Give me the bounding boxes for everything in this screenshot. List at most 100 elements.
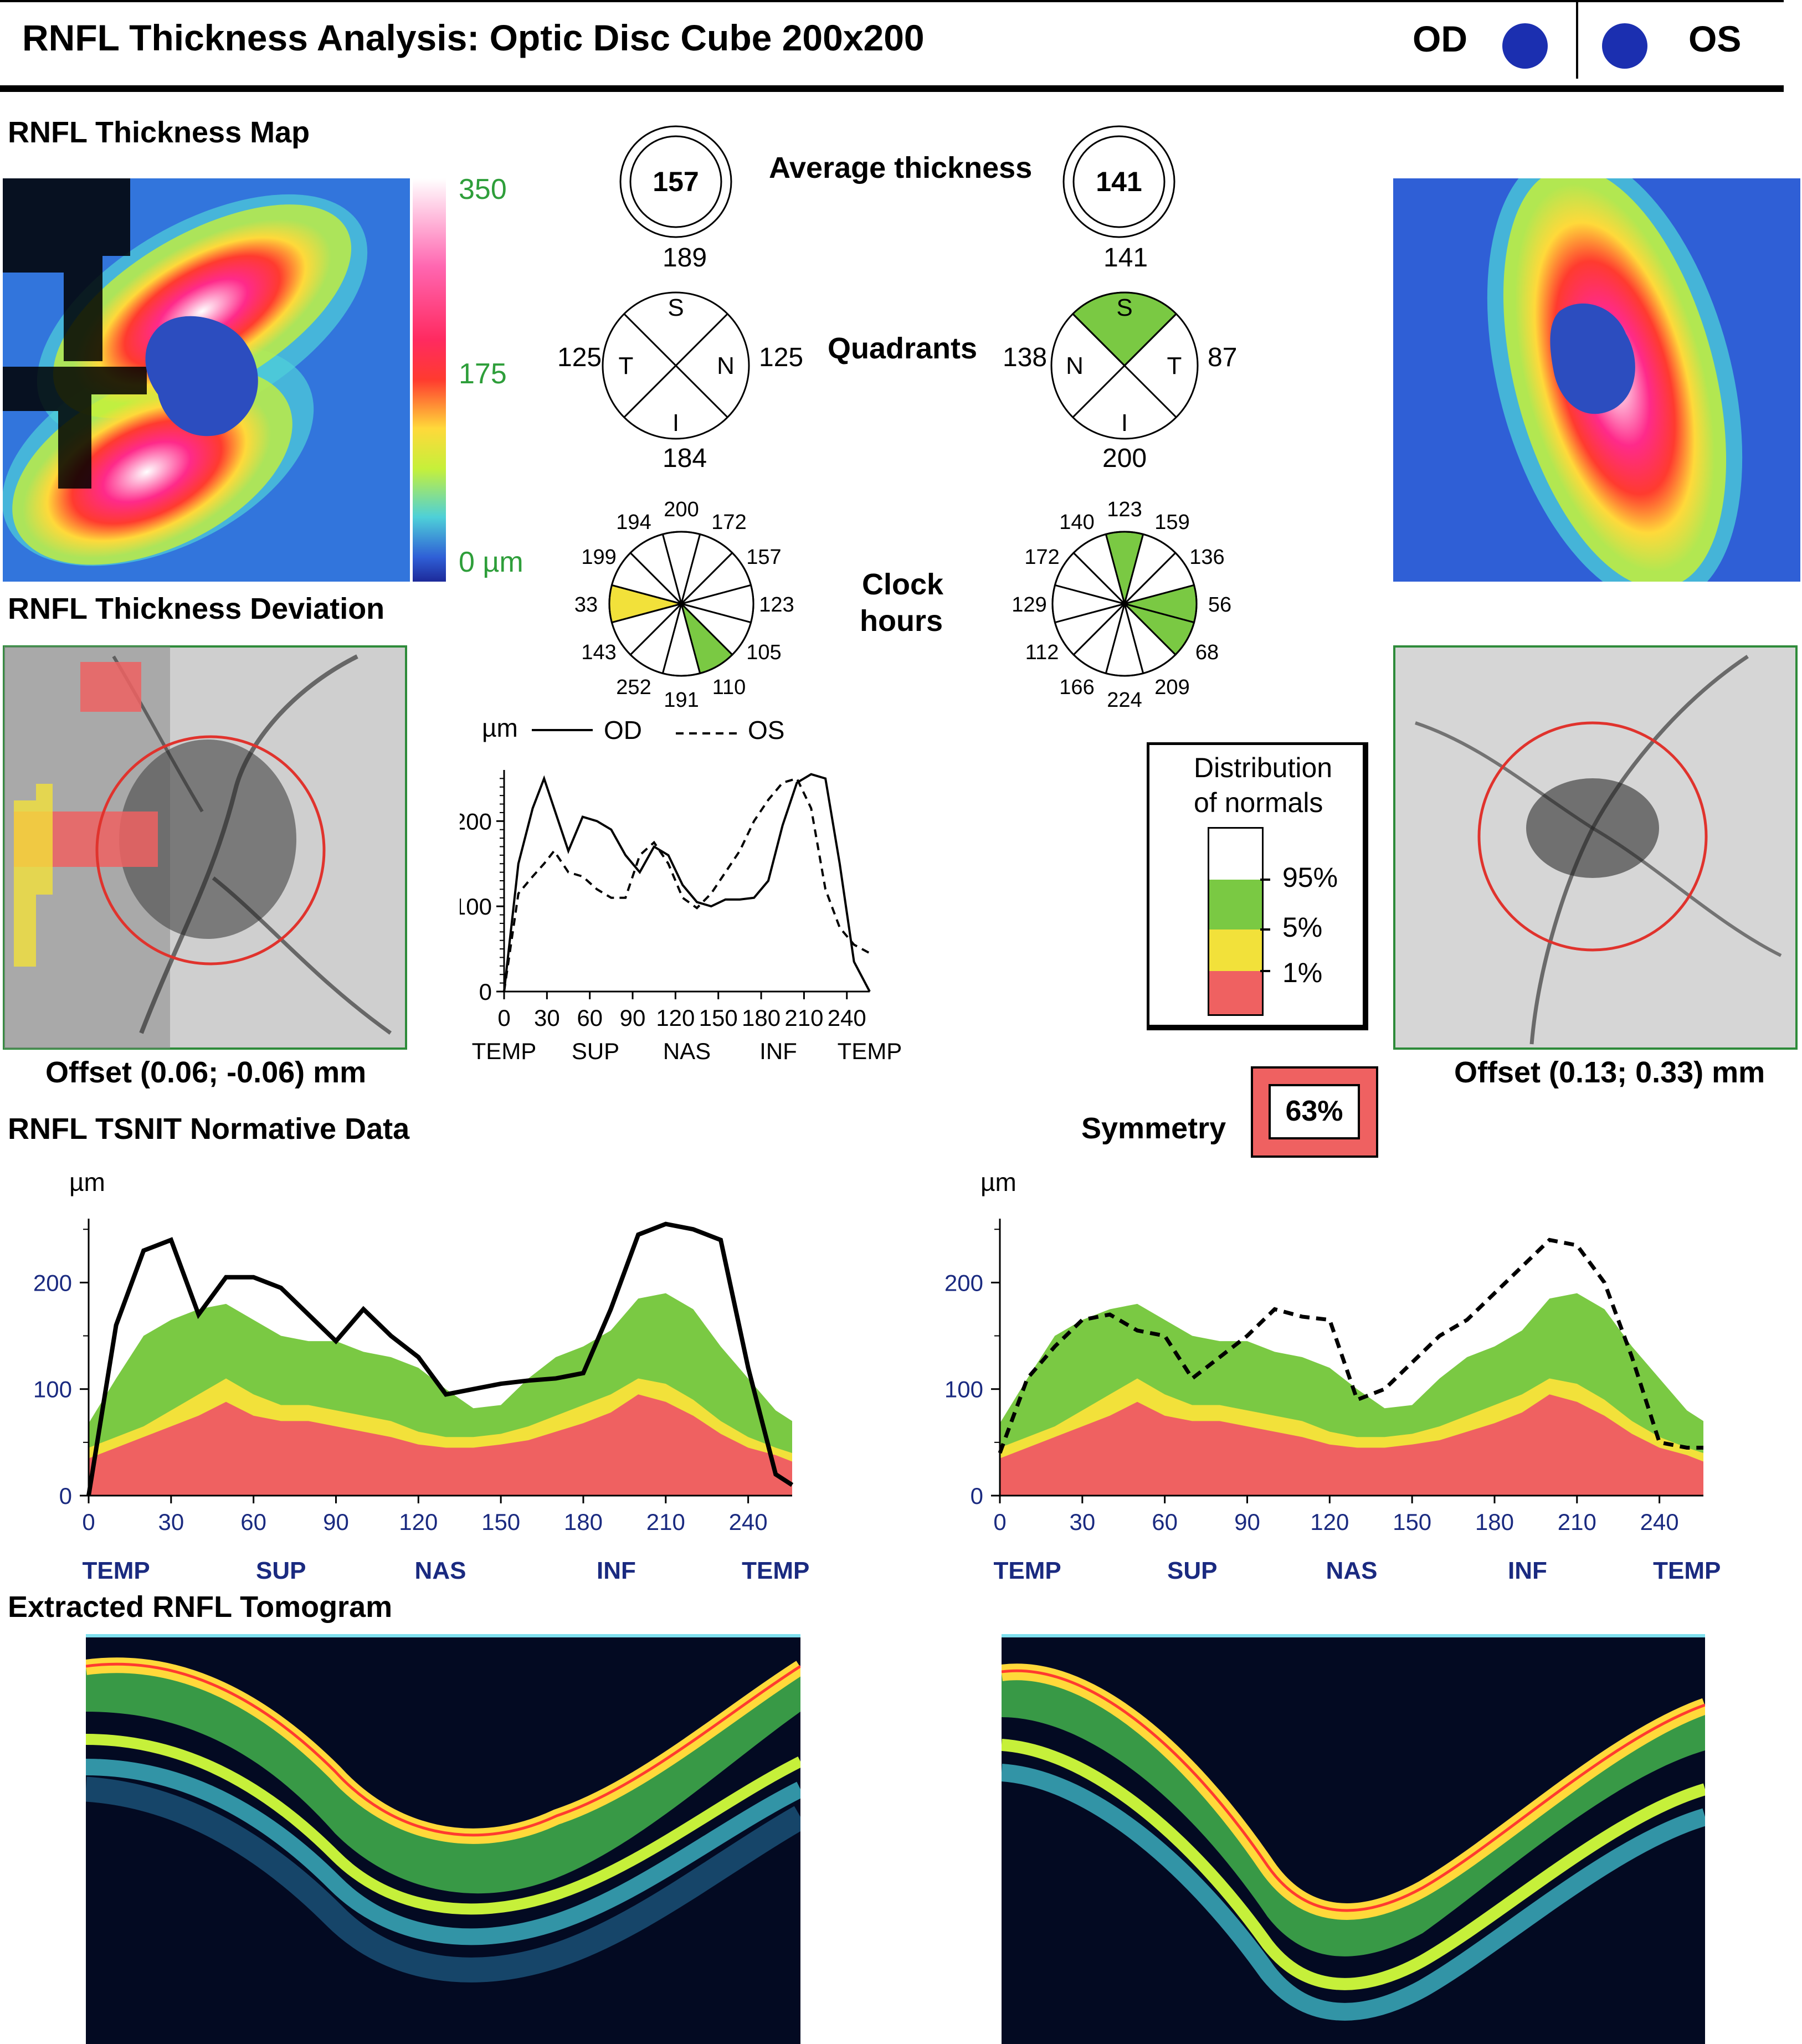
os-quadrant-t: T xyxy=(1167,352,1182,379)
od-clock-value-4: 123 xyxy=(759,593,794,617)
os-norm-region-label: TEMP xyxy=(1653,1557,1721,1584)
mid-x-tick-label: 150 xyxy=(699,1005,738,1031)
os-offset-text: Offset (0.13; 0.33) mm xyxy=(1454,1056,1765,1089)
os-norm-x-tick-label: 180 xyxy=(1475,1509,1514,1535)
mid-x-tick-label: 90 xyxy=(620,1005,646,1031)
mid-region-label: INF xyxy=(759,1038,797,1064)
os-quadrant-left-value: 138 xyxy=(1003,343,1048,372)
os-norm-x-tick-label: 120 xyxy=(1310,1509,1349,1535)
od-norm-y-tick-label: 200 xyxy=(33,1270,72,1296)
os-norm-region-label: TEMP xyxy=(993,1557,1061,1584)
os-eye-dot xyxy=(1602,23,1647,69)
od-norm-x-tick-label: 120 xyxy=(399,1509,438,1535)
os-average-below: 141 xyxy=(1103,243,1148,273)
os-clock-value-10: 129 xyxy=(1012,593,1046,617)
legend-tick-95 xyxy=(1260,879,1270,881)
thickness-map-title: RNFL Thickness Map xyxy=(8,116,310,149)
os-norm-y-tick-label: 0 xyxy=(971,1483,983,1509)
os-norm-x-tick-label: 0 xyxy=(993,1509,1006,1535)
mid-y-tick-label: 0 xyxy=(479,979,492,1005)
od-average-below: 189 xyxy=(663,243,707,273)
od-norm-region-label: TEMP xyxy=(742,1557,809,1584)
od-norm-region-label: TEMP xyxy=(82,1557,150,1584)
od-quadrant-chart: S T N I xyxy=(602,291,750,440)
od-clock-outline xyxy=(608,531,754,677)
od-quadrant-n: N xyxy=(717,352,735,379)
tsnit-normative-title: RNFL TSNIT Normative Data xyxy=(8,1112,410,1146)
os-average-value: 141 xyxy=(1096,166,1142,197)
os-norm-region-label: INF xyxy=(1508,1557,1547,1584)
od-rnfl-tomogram xyxy=(86,1634,800,2044)
od-norm-thickness-line xyxy=(86,1221,794,1496)
os-norm-x-tick-label: 90 xyxy=(1234,1509,1260,1535)
os-norm-x-tick-label: 210 xyxy=(1558,1509,1596,1535)
os-quadrant-bottom-value: 200 xyxy=(1102,444,1147,473)
thickness-deviation-title: RNFL Thickness Deviation xyxy=(8,592,385,625)
legend-tick-5 xyxy=(1260,928,1270,931)
legend-title-line1: Distribution xyxy=(1194,752,1333,783)
os-quadrant-chart: S N T I xyxy=(1050,291,1199,440)
symmetry-value-box: 63% xyxy=(1269,1084,1360,1139)
os-rnfl-tomogram xyxy=(1002,1634,1705,2044)
os-clock-value-9: 112 xyxy=(1025,641,1059,664)
od-quadrant-right-value: 125 xyxy=(759,343,804,372)
legend-white-swatch xyxy=(1208,827,1264,881)
os-norm-y-tick-label: 100 xyxy=(944,1377,983,1403)
legend-green-swatch xyxy=(1208,880,1264,929)
symmetry-box: 63% xyxy=(1251,1066,1378,1158)
od-clock-value-11: 199 xyxy=(581,546,616,569)
clock-hours-label-line1: Clock xyxy=(862,568,944,601)
colorbar-mid-label: 175 xyxy=(459,358,507,390)
od-norm-region-label: NAS xyxy=(415,1557,466,1584)
os-norm-unit-label: µm xyxy=(980,1168,1016,1196)
os-quadrant-i: I xyxy=(1121,409,1128,436)
os-clock-value-12: 140 xyxy=(1059,511,1094,534)
colorbar-max-label: 350 xyxy=(459,173,507,206)
mid-unit-label: µm xyxy=(482,715,518,742)
os-clock-value-1: 123 xyxy=(1107,498,1142,521)
od-norm-unit-label: µm xyxy=(69,1168,105,1196)
od-norm-x-tick-label: 0 xyxy=(82,1509,95,1535)
od-clock-value-6: 110 xyxy=(712,676,746,699)
os-clock-value-7: 224 xyxy=(1107,689,1142,709)
mid-region-label: SUP xyxy=(572,1038,619,1064)
od-norm-x-tick-label: 150 xyxy=(481,1509,520,1535)
od-quadrant-s: S xyxy=(668,294,684,321)
os-thickness-map xyxy=(1393,178,1800,582)
od-norm-x-tick-label: 180 xyxy=(564,1509,603,1535)
os-norm-y-tick-label: 200 xyxy=(944,1270,983,1296)
legend-tick-1 xyxy=(1260,970,1270,972)
os-norm-x-tick-label: 30 xyxy=(1069,1509,1095,1535)
od-clock-value-10: 33 xyxy=(574,593,598,617)
od-norm-y-tick-label: 0 xyxy=(59,1483,72,1509)
od-norm-x-tick-label: 30 xyxy=(158,1509,184,1535)
od-clock-value-8: 252 xyxy=(616,676,651,699)
mid-region-label: TEMP xyxy=(838,1038,902,1064)
mid-y-tick-label: 100 xyxy=(460,893,492,920)
average-thickness-label: Average thickness xyxy=(769,151,1033,184)
legend-red-swatch xyxy=(1208,971,1264,1016)
mid-x-tick-label: 120 xyxy=(656,1005,695,1031)
od-quadrant-left-value: 125 xyxy=(557,343,602,372)
os-label: OS xyxy=(1688,18,1742,59)
tomogram-title: Extracted RNFL Tomogram xyxy=(8,1590,393,1624)
od-tsnit-normative-chart: µm 0 100 200 0 30 60 90 120 150 180 210 240 TEMP SUP NA… xyxy=(33,1168,809,1584)
legend-yellow-swatch xyxy=(1208,929,1264,971)
od-norm-region-label: SUP xyxy=(256,1557,306,1584)
os-norm-region-label: NAS xyxy=(1326,1557,1378,1584)
thickness-colorbar xyxy=(413,178,446,582)
mid-x-tick-label: 210 xyxy=(784,1005,823,1031)
od-eye-dot xyxy=(1502,23,1548,69)
os-norm-red-band xyxy=(1000,1394,1703,1496)
od-norm-x-tick-label: 60 xyxy=(240,1509,266,1535)
os-deviation-image xyxy=(1393,645,1798,1050)
distribution-legend: Distribution of normals 95% 5% 1% xyxy=(1147,742,1368,1030)
od-clock-value-9: 143 xyxy=(581,641,616,664)
legend-p5-label: 5% xyxy=(1282,912,1323,943)
quadrants-label: Quadrants xyxy=(828,332,978,365)
mid-os-line xyxy=(503,777,870,992)
mid-legend-os-label: OS xyxy=(748,716,784,744)
os-clock-outline xyxy=(1051,531,1198,677)
